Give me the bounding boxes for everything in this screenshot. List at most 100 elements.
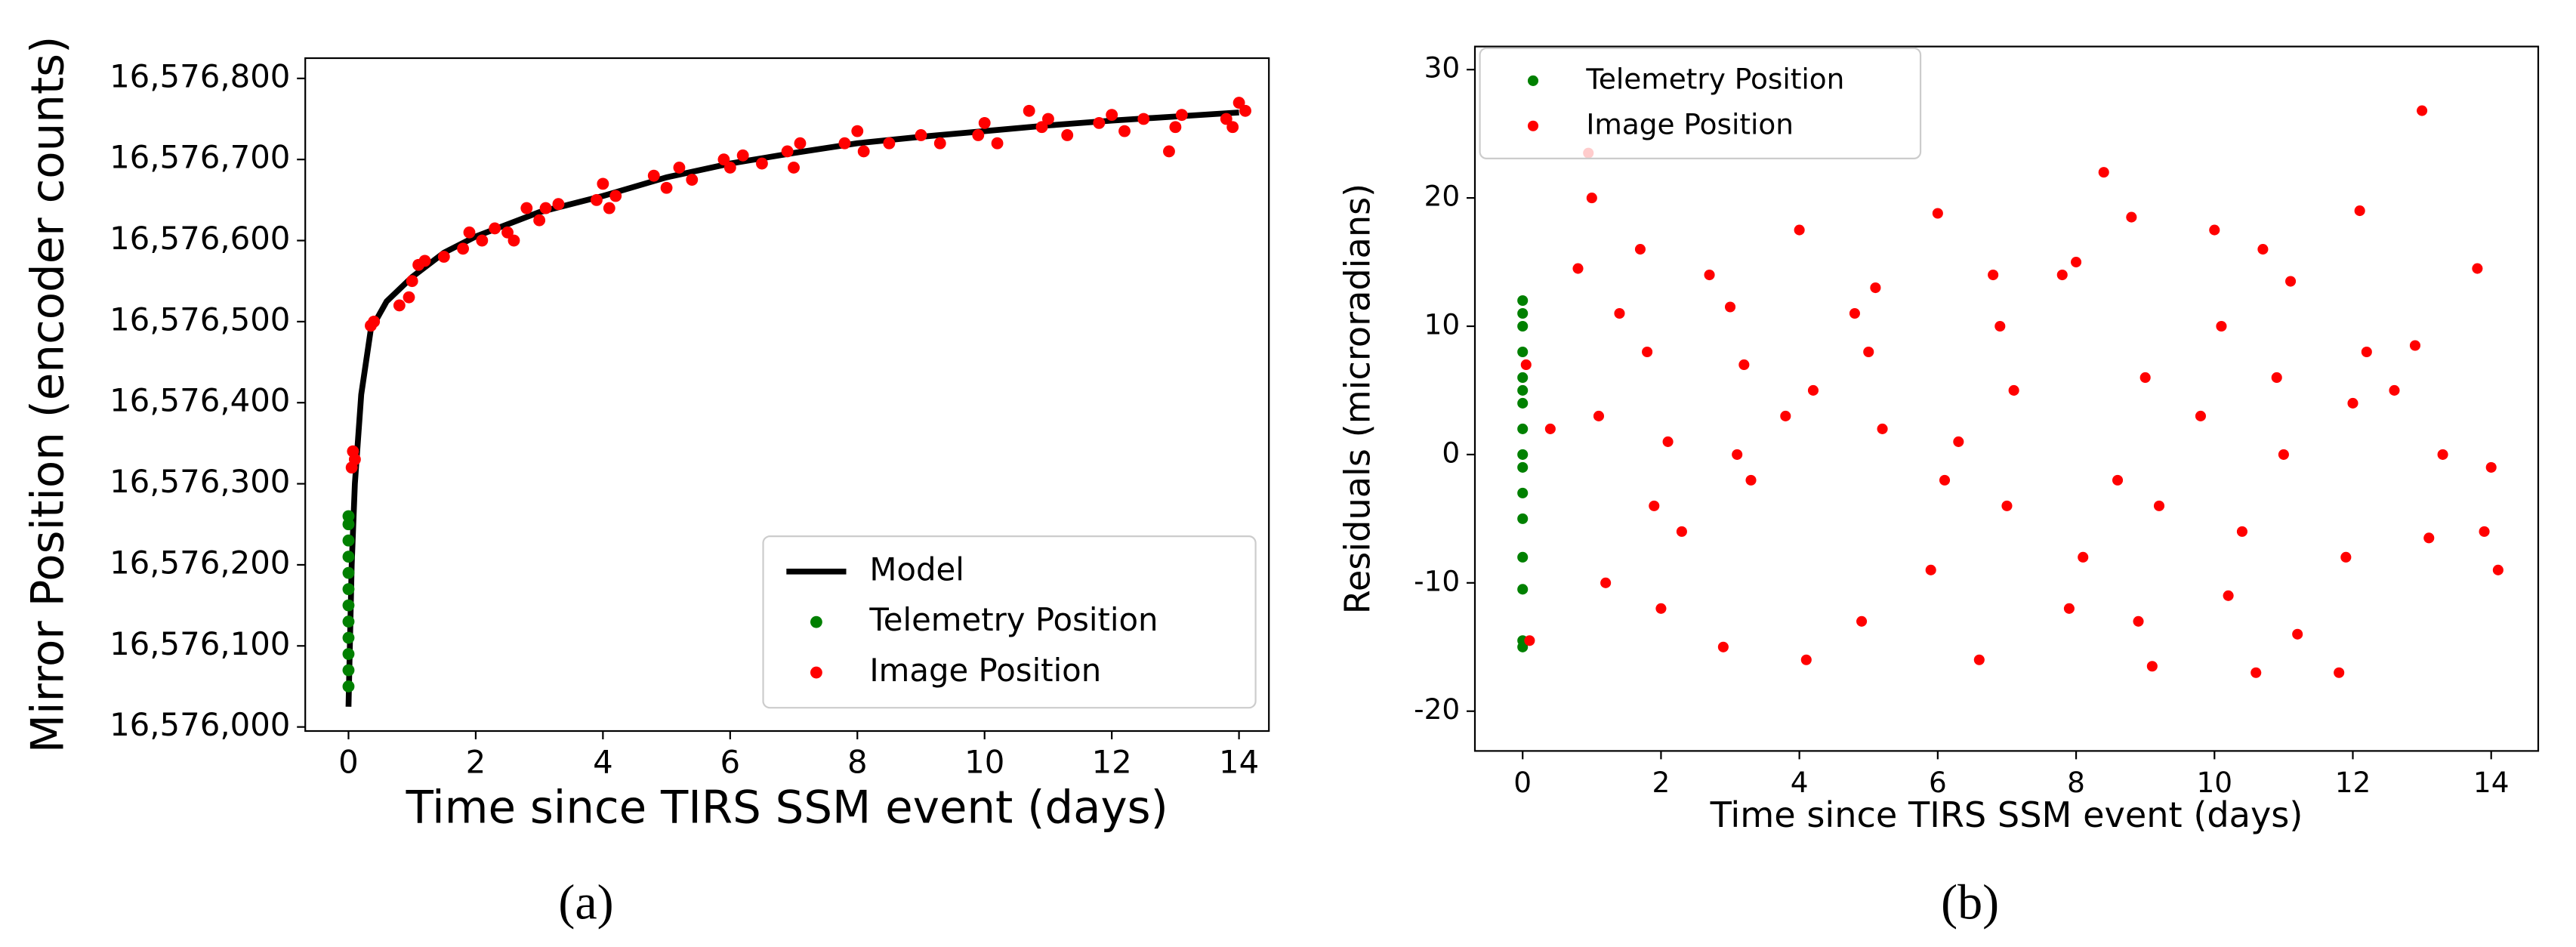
point — [1035, 121, 1048, 134]
point — [2479, 526, 2490, 537]
x-tick-label: 4 — [1791, 766, 1809, 799]
point — [1662, 436, 1674, 447]
point — [368, 315, 381, 328]
point — [673, 162, 686, 174]
point — [342, 583, 355, 596]
point — [1973, 654, 1985, 665]
point — [686, 174, 699, 186]
model-line — [345, 110, 1239, 707]
point — [2492, 564, 2504, 575]
point — [1517, 461, 1529, 473]
point — [1232, 97, 1245, 109]
legend-box — [762, 535, 1257, 709]
point — [1517, 307, 1529, 319]
point — [1800, 654, 1812, 665]
point — [1572, 263, 1584, 274]
point — [1634, 244, 1646, 255]
point — [342, 648, 355, 660]
point — [1042, 113, 1054, 125]
x-tick-label: 2 — [1652, 766, 1671, 799]
legend-swatch — [1527, 75, 1539, 86]
point — [609, 190, 622, 202]
point — [342, 680, 355, 693]
point — [2292, 628, 2303, 640]
point — [660, 181, 673, 194]
point — [342, 599, 355, 612]
point — [2271, 372, 2282, 384]
y-tick-label: 16,576,000 — [110, 706, 290, 743]
point — [1517, 372, 1529, 384]
point — [1593, 410, 1605, 421]
point — [342, 534, 355, 547]
legend-label: Model — [869, 551, 964, 588]
point — [2437, 449, 2448, 460]
point — [533, 214, 546, 227]
y-tick-label: -10 — [1414, 564, 1460, 597]
x-tick-label: 4 — [593, 743, 613, 780]
point — [2361, 346, 2372, 358]
point — [1517, 584, 1529, 595]
point — [342, 631, 355, 644]
point — [1220, 113, 1232, 125]
x-tick-label: 12 — [2335, 766, 2371, 799]
point — [1517, 346, 1529, 358]
point — [2126, 211, 2137, 223]
point — [1642, 346, 1653, 358]
y-tick-label: 16,576,100 — [110, 625, 290, 662]
point — [1870, 282, 1881, 294]
point — [2485, 461, 2497, 473]
point — [1780, 410, 1791, 421]
point — [1517, 384, 1529, 396]
point — [463, 226, 476, 239]
point — [1863, 346, 1874, 358]
point — [857, 145, 870, 158]
plot-frame — [1473, 45, 2540, 752]
point — [1524, 635, 1535, 646]
point — [756, 157, 768, 170]
point — [507, 234, 520, 247]
point — [1614, 307, 1625, 319]
point — [1544, 423, 1556, 434]
point — [1939, 474, 1951, 486]
point — [972, 129, 985, 141]
legend-label: Image Position — [1586, 107, 1794, 140]
point — [1239, 104, 1251, 117]
y-tick-label: 30 — [1424, 51, 1461, 85]
point — [2112, 474, 2124, 486]
x-tick-label: 12 — [1092, 743, 1132, 780]
point — [1517, 449, 1529, 460]
point — [1932, 208, 1943, 219]
point — [2417, 105, 2428, 116]
point — [2334, 667, 2345, 678]
point — [1704, 269, 1715, 281]
point — [1169, 121, 1182, 134]
point — [2063, 603, 2075, 614]
point — [736, 149, 749, 162]
caption: (a) — [558, 875, 613, 930]
y-axis-label: Residuals (microradians) — [1337, 184, 1378, 614]
point — [1655, 603, 1667, 614]
point — [2423, 532, 2435, 544]
point — [603, 202, 615, 214]
point — [1023, 104, 1035, 117]
point — [2133, 615, 2144, 627]
point — [2285, 276, 2297, 287]
point — [2347, 397, 2359, 409]
point — [2340, 551, 2352, 563]
point — [1849, 307, 1860, 319]
legend-swatch — [810, 615, 822, 628]
point — [2146, 661, 2158, 672]
point — [1925, 564, 1936, 575]
point — [1856, 615, 1868, 627]
point — [501, 226, 514, 239]
point — [794, 137, 807, 150]
point — [2078, 551, 2089, 563]
point — [2236, 526, 2247, 537]
point — [597, 177, 609, 190]
point — [2216, 320, 2227, 332]
y-tick-label: 10 — [1424, 308, 1461, 341]
x-axis-label: Time since TIRS SSM event (days) — [406, 782, 1168, 834]
x-tick-label: 14 — [1219, 743, 1259, 780]
y-tick-label: 16,576,700 — [110, 139, 290, 176]
